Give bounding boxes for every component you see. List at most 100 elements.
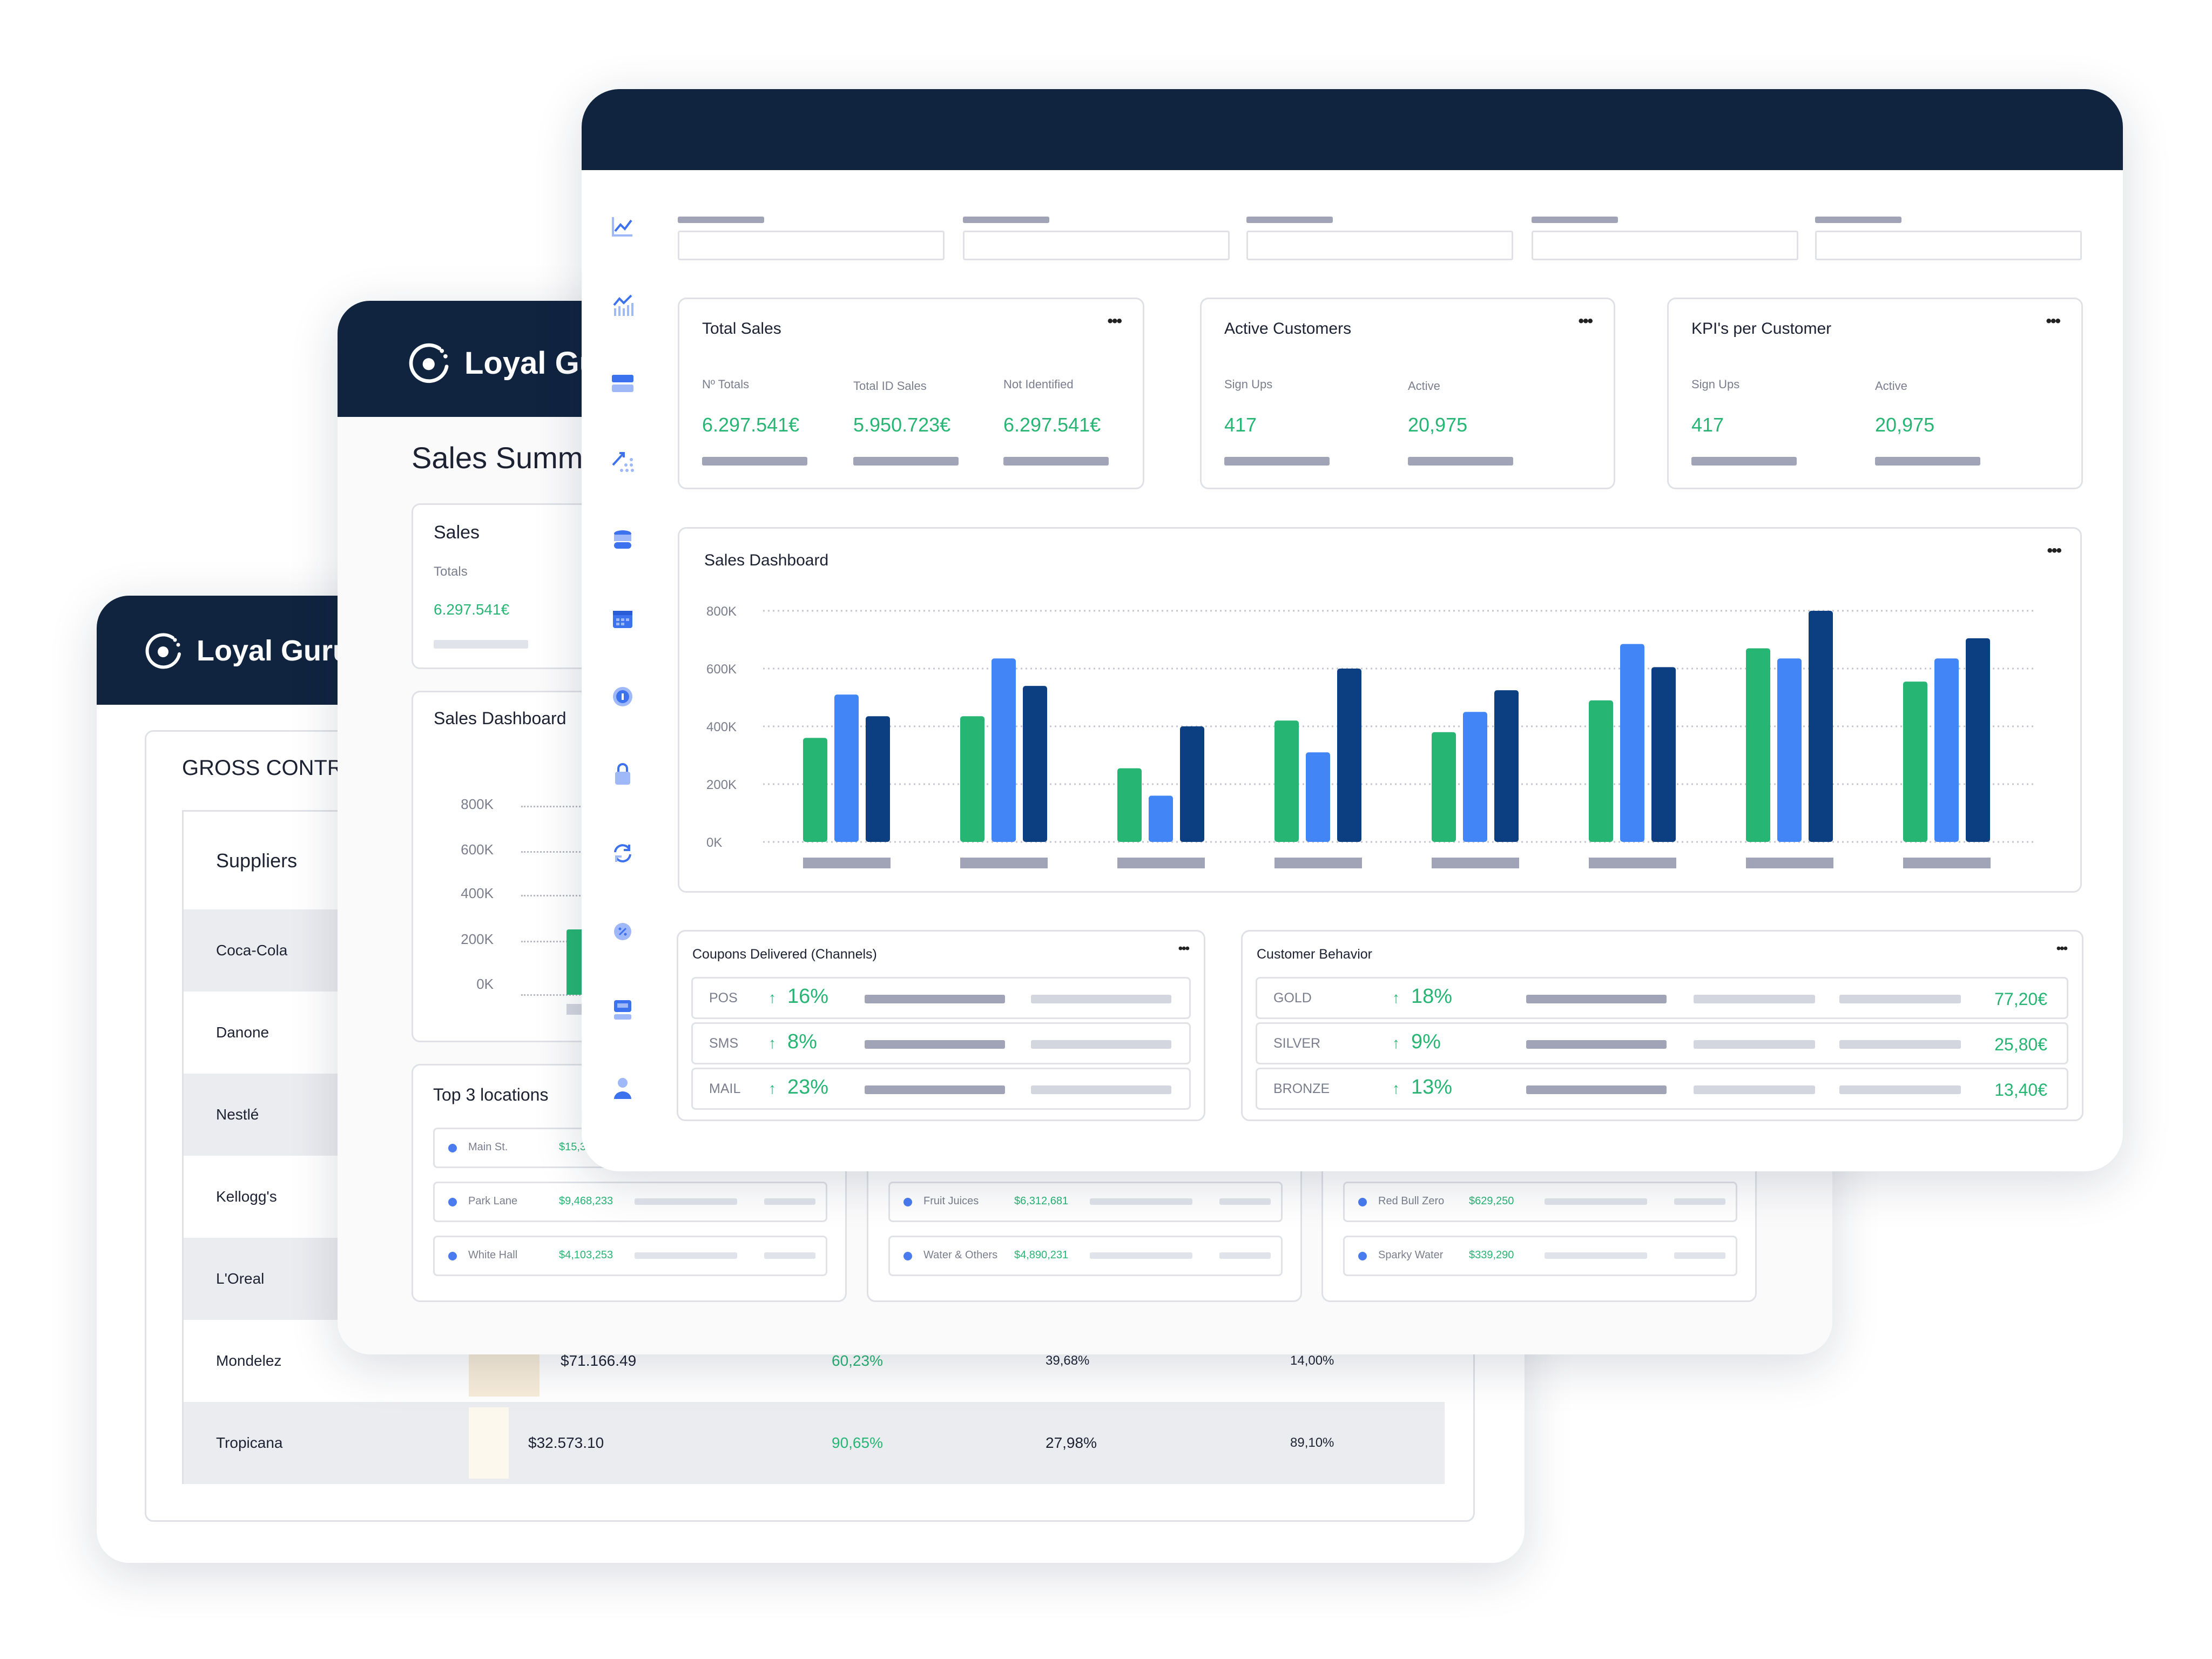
chart-bar[interactable]	[866, 716, 890, 842]
supplier-name: Danone	[216, 1024, 269, 1041]
x-label-placeholder	[1432, 858, 1519, 868]
more-options-icon[interactable]: •••	[1107, 312, 1122, 330]
channel-label: POS	[709, 990, 738, 1006]
chart-bar[interactable]	[992, 658, 1016, 842]
discount-icon[interactable]	[610, 919, 636, 945]
trend-up-icon: ↑	[768, 1080, 776, 1097]
y-tick: 800K	[461, 796, 494, 812]
line-chart-icon[interactable]	[610, 214, 636, 240]
bullet-icon	[448, 1198, 457, 1206]
brand-name: Loyal Guru	[197, 635, 351, 667]
list-item[interactable]: Sparky Water $339,290	[1343, 1236, 1737, 1276]
bullet-icon	[448, 1252, 457, 1260]
tier-label: BRONZE	[1273, 1081, 1330, 1096]
chart-bar[interactable]	[1463, 712, 1487, 842]
trend-up-icon: ↑	[768, 989, 776, 1006]
channel-percent: 8%	[787, 1030, 817, 1053]
bullet-icon	[1358, 1198, 1367, 1206]
info-icon[interactable]	[610, 684, 636, 710]
shopping-bag-icon[interactable]	[610, 762, 636, 788]
y-tick-label: 600K	[706, 662, 737, 677]
tier-row[interactable]: GOLD ↑ 18% 77,20€	[1256, 977, 2068, 1019]
list-item[interactable]: White Hall $4,103,253	[433, 1236, 827, 1276]
table-row[interactable]: Danone	[184, 992, 1445, 1074]
coupons-delivered-card: Coupons Delivered (Channels) ••• POS ↑ 16%…	[677, 930, 1205, 1121]
filter-input[interactable]	[963, 231, 1230, 260]
supplier-name: Mondelez	[216, 1352, 282, 1369]
card-icon[interactable]	[610, 370, 636, 396]
chart-bar	[567, 929, 584, 995]
supplier-name: Coca-Cola	[216, 942, 288, 959]
scatter-chart-icon[interactable]	[610, 449, 636, 475]
more-options-icon[interactable]: •••	[2046, 312, 2060, 330]
chart-bar[interactable]	[1432, 732, 1456, 842]
x-label-placeholder	[1746, 858, 1833, 868]
chart-bar[interactable]	[1149, 795, 1173, 842]
more-options-icon[interactable]: •••	[2047, 542, 2061, 559]
store-icon[interactable]	[610, 997, 636, 1023]
more-options-icon[interactable]: •••	[1178, 941, 1190, 956]
chart-bar[interactable]	[1777, 658, 1802, 842]
chart-bar[interactable]	[803, 738, 827, 842]
bar-chart-icon[interactable]	[610, 292, 636, 318]
user-icon[interactable]	[610, 1075, 636, 1101]
y-tick-label: 0K	[706, 835, 722, 850]
chart-bar[interactable]	[1651, 667, 1676, 842]
chart-bar[interactable]	[1589, 700, 1613, 842]
list-item[interactable]: Red Bull Zero $629,250	[1343, 1182, 1737, 1222]
filter-input[interactable]	[1815, 231, 2082, 260]
chart-bar[interactable]	[834, 694, 859, 842]
chart-bar[interactable]	[1274, 720, 1299, 842]
supplier-name: Nestlé	[216, 1106, 259, 1123]
y-tick-label: 800K	[706, 604, 737, 619]
refresh-icon[interactable]	[610, 840, 636, 866]
chart-title: Sales Dashboard	[704, 551, 829, 569]
placeholder-bar	[434, 640, 528, 649]
list-item[interactable]: Water & Others $4,890,231	[888, 1236, 1283, 1276]
chart-bar[interactable]	[1180, 726, 1204, 842]
chart-bar[interactable]	[1620, 644, 1644, 842]
main-dashboard-window: Total Sales ••• Nº Totals Total ID Sales…	[582, 89, 2123, 1171]
chart-bar[interactable]	[1117, 768, 1142, 842]
chart-bar[interactable]	[1934, 658, 1959, 842]
tier-row[interactable]: SILVER ↑ 9% 25,80€	[1256, 1022, 2068, 1064]
sales-dashboard-card: Sales Dashboard ••• 800K 600K 400K 200K 0K	[678, 527, 2082, 893]
channel-percent: 23%	[787, 1076, 829, 1098]
table-row[interactable]: Tropicana $32.573.10 90,65% 27,98% 89,10…	[184, 1402, 1445, 1484]
logo-icon	[409, 343, 449, 383]
header-bar	[582, 89, 2123, 170]
tier-value: 77,20€	[1994, 989, 2047, 1009]
sales-value: 6.297.541€	[434, 601, 510, 618]
calendar-icon[interactable]	[610, 605, 636, 631]
x-label-placeholder	[567, 1004, 584, 1015]
list-item[interactable]: Fruit Juices $6,312,681	[888, 1182, 1283, 1222]
section-title: GROSS CONTRI	[182, 756, 349, 780]
more-options-icon[interactable]: •••	[2056, 941, 2068, 956]
filter-input[interactable]	[678, 231, 945, 260]
channel-row[interactable]: MAIL ↑ 23%	[691, 1068, 1191, 1110]
chart-bar[interactable]	[1494, 690, 1519, 842]
list-item[interactable]: Park Lane $9,468,233	[433, 1182, 827, 1222]
supplier-name: Tropicana	[216, 1434, 283, 1451]
more-options-icon[interactable]: •••	[1578, 312, 1593, 330]
channel-row[interactable]: SMS ↑ 8%	[691, 1022, 1191, 1064]
chart-bar[interactable]	[1306, 752, 1330, 842]
chart-bar[interactable]	[1746, 648, 1770, 842]
filter-label-placeholder	[1532, 217, 1618, 223]
tier-row[interactable]: BRONZE ↑ 13% 13,40€	[1256, 1068, 2068, 1110]
chart-bar[interactable]	[960, 716, 984, 842]
database-icon[interactable]	[610, 527, 636, 553]
filter-input[interactable]	[1246, 231, 1513, 260]
filter-input[interactable]	[1532, 231, 1798, 260]
channel-row[interactable]: POS ↑ 16%	[691, 977, 1191, 1019]
tier-label: SILVER	[1273, 1036, 1321, 1051]
y-tick: 600K	[461, 841, 494, 858]
chart-bar[interactable]	[1809, 611, 1833, 842]
chart-bar[interactable]	[1337, 669, 1361, 842]
table-row[interactable]: Kellogg's	[184, 1156, 1445, 1238]
chart-bar[interactable]	[1903, 682, 1927, 842]
chart-bar[interactable]	[1966, 638, 1990, 842]
chart-bar[interactable]	[1023, 686, 1047, 842]
trend-up-icon: ↑	[1392, 989, 1400, 1006]
color-swatch	[469, 1407, 509, 1479]
